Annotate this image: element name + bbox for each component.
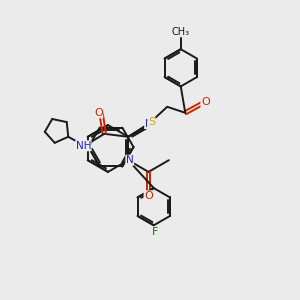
- Text: CH₃: CH₃: [172, 27, 190, 37]
- Text: O: O: [144, 191, 153, 201]
- Text: NH: NH: [76, 141, 91, 151]
- Text: O: O: [94, 108, 103, 118]
- Text: F: F: [152, 227, 158, 237]
- Text: O: O: [201, 97, 210, 107]
- Text: S: S: [148, 117, 155, 127]
- Text: N: N: [145, 118, 152, 129]
- Text: N: N: [126, 155, 134, 165]
